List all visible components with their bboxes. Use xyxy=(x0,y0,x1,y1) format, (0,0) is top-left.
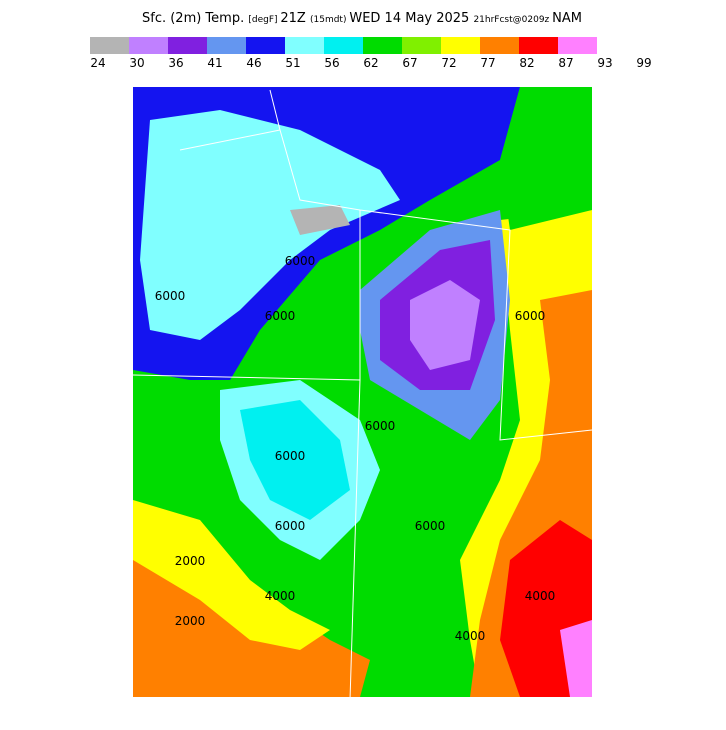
region xyxy=(133,500,330,650)
colorbar-label: 62 xyxy=(363,56,378,70)
color-box xyxy=(480,37,519,54)
colorbar-label: 36 xyxy=(168,56,183,70)
map xyxy=(133,87,592,697)
contour-label: 4000 xyxy=(525,589,556,603)
region xyxy=(290,205,350,235)
title-part: [degF] xyxy=(248,15,280,25)
color-box xyxy=(207,37,246,54)
color-box xyxy=(558,37,597,54)
colorbar-label: 30 xyxy=(129,56,144,70)
title: Sfc. (2m) Temp. [degF] 21Z (15mdt) WED 1… xyxy=(142,11,582,26)
color-box xyxy=(324,37,363,54)
contour-label: 6000 xyxy=(155,289,186,303)
title-part: NAM xyxy=(552,11,582,26)
contour-label: 4000 xyxy=(455,629,486,643)
title-part: WED 14 May 2025 xyxy=(349,11,473,26)
colorbar-label: 46 xyxy=(246,56,261,70)
colorbar-label: 87 xyxy=(558,56,573,70)
contour-label: 2000 xyxy=(175,614,206,628)
contour-labels: 6000 6000 6000 6000 6000 6000 6000 6000 2000 2000… xyxy=(155,254,556,643)
colorbar-label: 41 xyxy=(207,56,222,70)
contour-label: 6000 xyxy=(275,519,306,533)
contour-label: 6000 xyxy=(365,419,396,433)
colorbar-label: 56 xyxy=(324,56,339,70)
contour-label: 6000 xyxy=(275,449,306,463)
colorbar: 24 30 36 41 46 51 56 62 67 72 77 82 87 93 99 xyxy=(90,37,652,70)
color-box xyxy=(519,37,558,54)
contour-label: 6000 xyxy=(515,309,546,323)
colorbar-label: 51 xyxy=(285,56,300,70)
color-box xyxy=(441,37,480,54)
contour-label: 2000 xyxy=(175,554,206,568)
region xyxy=(140,110,400,340)
colorbar-label: 67 xyxy=(402,56,417,70)
title-part: Sfc. (2m) Temp. xyxy=(142,11,248,26)
color-box xyxy=(90,37,129,54)
region xyxy=(560,620,592,697)
region xyxy=(410,280,480,370)
region xyxy=(500,87,592,230)
contour-label: 6000 xyxy=(285,254,316,268)
color-box xyxy=(168,37,207,54)
colorbar-label: 93 xyxy=(597,56,612,70)
color-box xyxy=(402,37,441,54)
title-part: (15mdt) xyxy=(310,15,349,25)
colorbar-label: 24 xyxy=(90,56,105,70)
title-part: 21Z xyxy=(280,11,310,26)
colorbar-label: 82 xyxy=(519,56,534,70)
contour-label: 6000 xyxy=(415,519,446,533)
contour-label: 4000 xyxy=(265,589,296,603)
colorbar-label: 72 xyxy=(441,56,456,70)
contour-label: 6000 xyxy=(265,309,296,323)
color-box xyxy=(246,37,285,54)
color-box xyxy=(285,37,324,54)
color-box xyxy=(363,37,402,54)
color-box xyxy=(129,37,168,54)
title-text: Sfc. (2m) Temp. [degF] 21Z (15mdt) WED 1… xyxy=(142,11,582,26)
colorbar-label: 77 xyxy=(480,56,495,70)
colorbar-label: 99 xyxy=(636,56,651,70)
region xyxy=(240,400,350,520)
title-part: 21hrFcst@0209z xyxy=(473,15,552,25)
